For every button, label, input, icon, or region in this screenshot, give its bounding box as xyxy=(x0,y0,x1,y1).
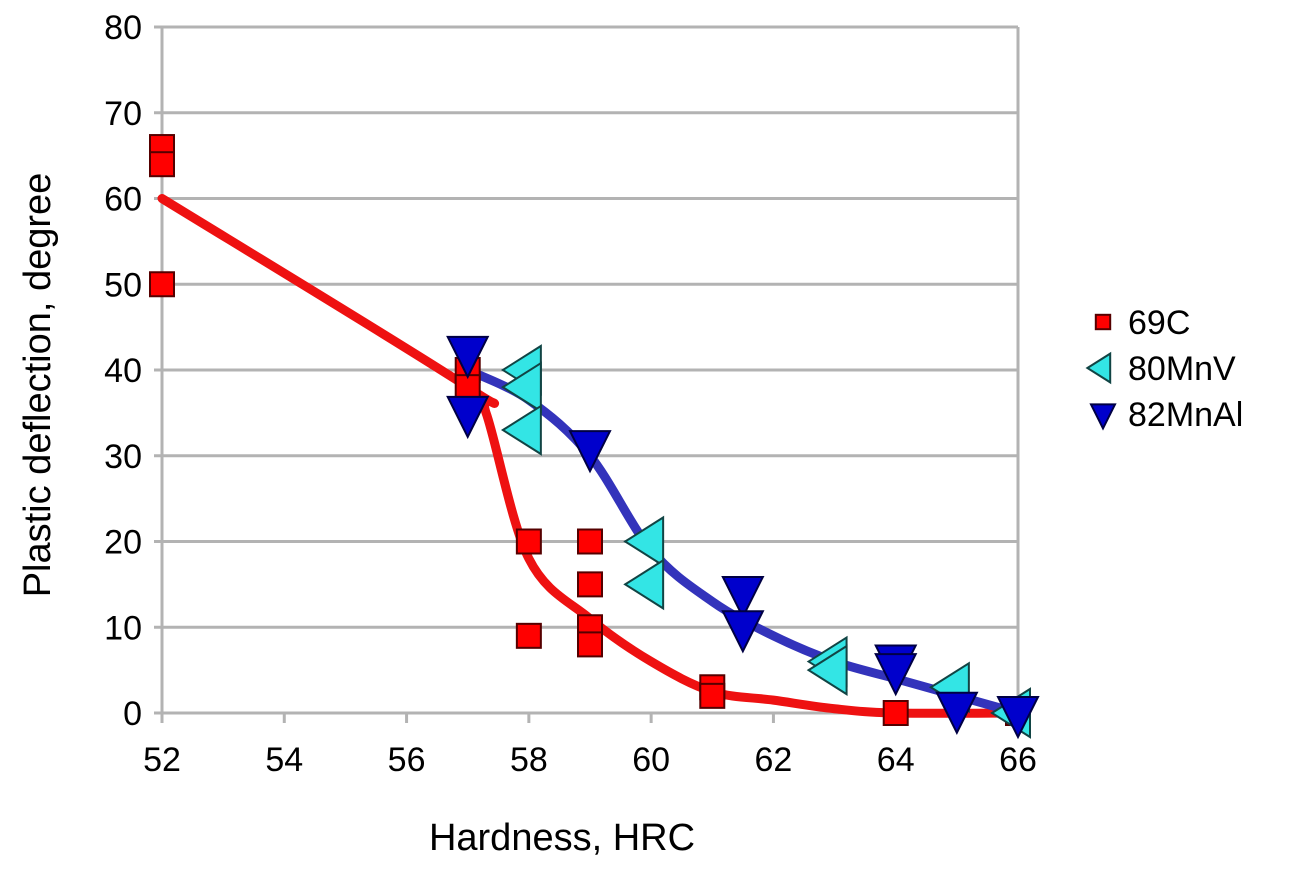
x-tick-label: 60 xyxy=(632,741,670,779)
data-point xyxy=(149,271,175,298)
data-point xyxy=(577,571,603,598)
x-tick-label: 54 xyxy=(265,741,303,779)
data-point xyxy=(568,430,612,474)
series-69c xyxy=(149,134,1031,726)
data-point xyxy=(500,404,542,456)
data-points xyxy=(149,134,1040,740)
data-point xyxy=(149,151,175,178)
y-tick-label: 0 xyxy=(123,695,142,733)
y-tick-label: 50 xyxy=(104,266,142,304)
x-tick-label: 56 xyxy=(388,741,426,779)
data-point xyxy=(721,610,765,654)
legend: 69C 80MnV 82MnAl xyxy=(1085,304,1243,434)
data-point xyxy=(577,528,603,555)
series-82mnal xyxy=(446,335,1040,740)
x-tick-label: 66 xyxy=(999,741,1037,779)
data-point xyxy=(515,528,542,555)
data-point xyxy=(515,622,542,649)
data-point xyxy=(874,653,918,697)
legend-label: 82MnAl xyxy=(1128,396,1243,434)
x-axis-label: Hardness, HRC xyxy=(429,817,695,859)
data-point xyxy=(996,696,1040,740)
x-tick-label: 58 xyxy=(510,741,548,779)
data-point xyxy=(446,335,490,380)
legend-label: 69C xyxy=(1128,304,1190,342)
data-point xyxy=(882,700,909,726)
x-tick-label: 62 xyxy=(755,741,793,779)
x-tick-label: 52 xyxy=(143,741,181,779)
legend-marker-80mnv xyxy=(1085,351,1112,385)
tick-labels: 0 10 20 30 40 50 60 70 80 52 54 56 58 60 62 64 66 xyxy=(104,9,1037,779)
data-point xyxy=(500,361,542,413)
y-tick-label: 70 xyxy=(104,95,142,133)
y-tick-label: 80 xyxy=(104,9,142,47)
data-point xyxy=(446,395,490,440)
x-tick-label: 64 xyxy=(877,741,915,779)
data-point xyxy=(699,682,726,709)
y-tick-label: 20 xyxy=(104,524,142,562)
data-point xyxy=(623,515,665,568)
data-point xyxy=(577,631,603,658)
legend-marker-82mnal xyxy=(1089,403,1117,431)
data-point xyxy=(623,558,665,611)
legend-label: 80MnV xyxy=(1128,350,1236,388)
data-point xyxy=(806,644,848,696)
y-axis-label: Plastic deflection, degree xyxy=(17,173,59,598)
legend-marker-69c xyxy=(1094,313,1112,331)
trend-line-82mnal xyxy=(463,365,1023,718)
data-point xyxy=(721,575,765,620)
y-tick-label: 40 xyxy=(104,352,142,390)
y-tick-label: 60 xyxy=(104,181,142,219)
y-tick-label: 30 xyxy=(104,438,142,476)
data-point xyxy=(935,691,979,735)
y-tick-label: 10 xyxy=(104,609,142,647)
